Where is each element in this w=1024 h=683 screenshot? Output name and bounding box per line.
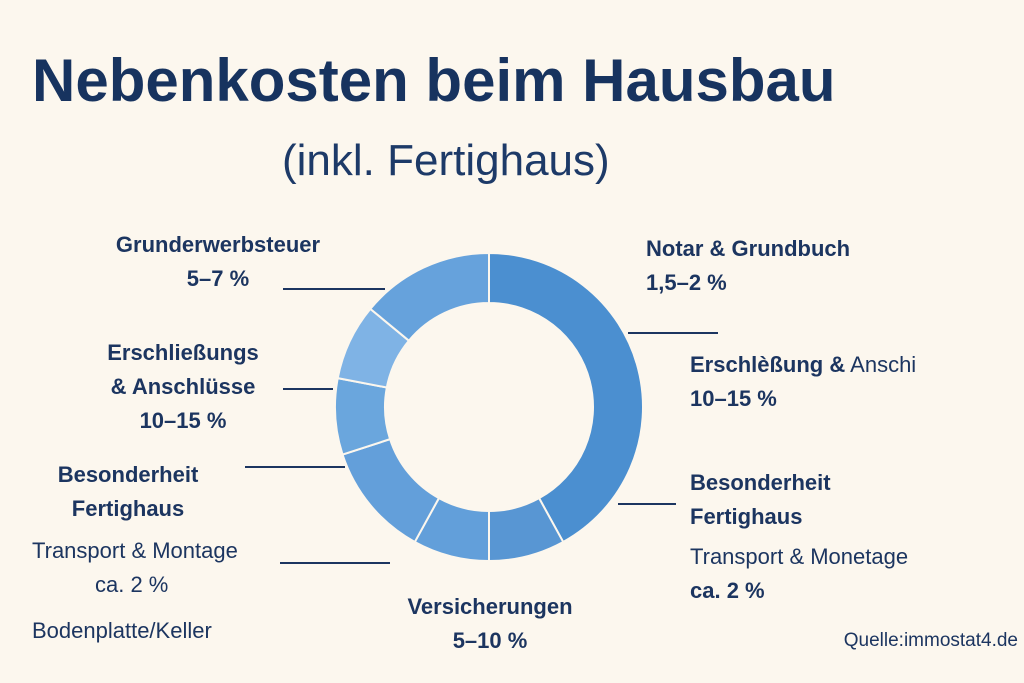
leader-line-fertighaus-left-2 [280, 562, 390, 564]
label-versicherungen: Versicherungen 5–10 % [390, 590, 590, 658]
label-grunderwerbsteuer-name: Grunderwerbsteuer [115, 232, 321, 257]
label-grunderwerbsteuer: Grunderwerbsteuer 5–7 % [88, 228, 348, 296]
donut-segment-1 [488, 251, 644, 544]
label-fertighaus-right-line2: Fertighaus [690, 504, 803, 529]
label-notar-name: Notar & Grundbuch [646, 236, 851, 261]
label-erschliessung-left-line1: Erschließungs [107, 340, 259, 365]
label-fertighaus-right-value: ca. 2 % [690, 578, 765, 603]
label-fertighaus-left-value: ca. 2 % [95, 572, 169, 597]
label-fertighaus-right-detail: Transport & Monetage [690, 544, 909, 569]
label-notar: Notar & Grundbuch 1,5–2 % [646, 232, 850, 300]
label-versicherungen-name: Versicherungen [407, 594, 573, 619]
label-erschliessung-left: Erschließungs & Anschlüsse 10–15 % [78, 336, 288, 438]
page-subtitle: (inkl. Fertighaus) [282, 136, 610, 185]
label-erschliessung-left-line2: & Anschlüsse [110, 374, 256, 399]
label-fertighaus-right-line1: Besonderheit [690, 470, 831, 495]
label-erschliessung-left-value: 10–15 % [139, 408, 227, 433]
leader-line-fertighaus-left-1 [245, 466, 345, 468]
label-fertighaus-left: Besonderheit Fertighaus [30, 458, 226, 526]
label-erschliessung-right-name: Erschlèßung & [690, 352, 846, 377]
label-fertighaus-right: Besonderheit Fertighaus [690, 466, 831, 534]
label-notar-value: 1,5–2 % [646, 270, 727, 295]
label-erschliessung-right: Erschlèßung & Anschi 10–15 % [690, 348, 916, 416]
source-note: Quelle:immostat4.de [843, 630, 1018, 651]
leader-line-grunderwerbsteuer [283, 288, 385, 290]
page-title: Nebenkosten beim Hausbau [32, 47, 836, 114]
leader-line-notar [628, 332, 718, 334]
label-versicherungen-value: 5–10 % [452, 628, 528, 653]
label-fertighaus-left-line1: Besonderheit [57, 462, 199, 487]
label-fertighaus-left-extra: Bodenplatte/Keller [32, 618, 212, 643]
label-fertighaus-left-line2: Fertighaus [71, 496, 185, 521]
leader-line-erschliessung-left [283, 388, 333, 390]
label-fertighaus-left-detail: Transport & Montage [32, 538, 238, 563]
donut-segment-7 [368, 251, 490, 343]
label-grunderwerbsteuer-value: 5–7 % [186, 266, 250, 291]
label-erschliessung-right-rest: Anschi [850, 352, 917, 377]
label-erschliessung-right-value: 10–15 % [690, 386, 777, 411]
leader-line-fertighaus-right [618, 503, 676, 505]
